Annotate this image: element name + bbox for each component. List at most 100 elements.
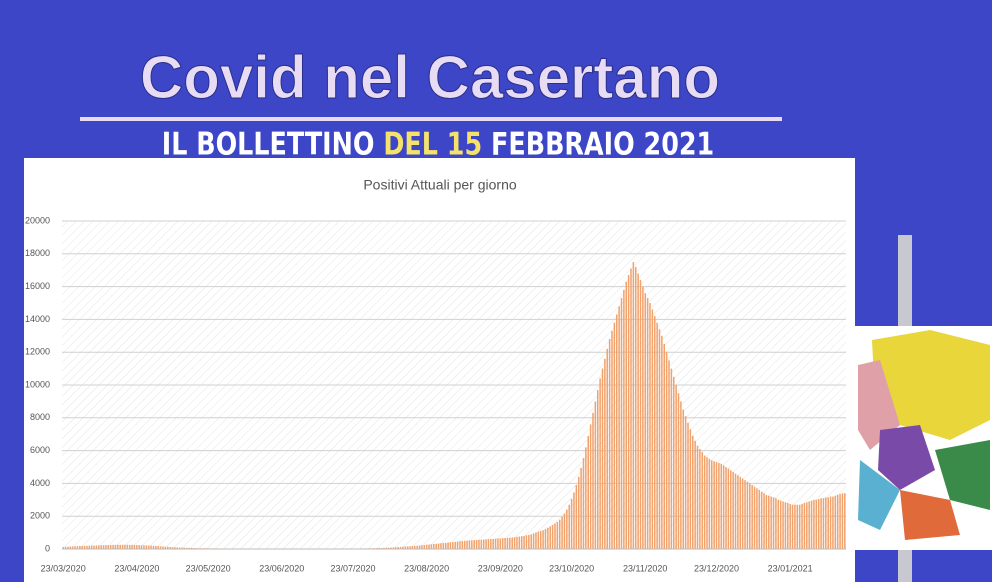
bar [532,533,535,549]
bar [670,368,673,549]
y-tick-label: 4000 [30,478,50,488]
bar [69,546,72,549]
bar [169,546,171,549]
bar [615,314,618,549]
bar [468,540,471,549]
bar [689,429,692,549]
bar [124,544,126,549]
bar [675,385,677,549]
bar [684,416,687,549]
bar [618,306,620,549]
bar [623,289,625,549]
bar [537,531,540,549]
bar [114,544,117,549]
bar [646,298,649,549]
bar [834,495,837,549]
bar [497,538,499,549]
bar [644,293,647,549]
bar [147,545,150,549]
bar [166,546,169,549]
bar [190,547,193,549]
bar [471,540,473,549]
bar [480,539,483,549]
bar [511,537,513,549]
bar [143,545,145,549]
bar [463,540,466,549]
bar [744,480,746,549]
y-tick-label: 16000 [25,281,50,291]
bar [832,496,834,549]
chart-title: Positivi Attuali per giorno [363,177,517,193]
bar [437,543,440,549]
y-tick-label: 0 [45,543,50,553]
bar [444,542,447,549]
bar [155,545,157,549]
x-tick-label: 23/05/2020 [186,563,231,573]
bar [727,468,730,549]
bar [447,542,449,549]
bar [428,544,430,549]
map-region [872,330,990,440]
bar [520,536,523,549]
bar [67,546,69,549]
bar [680,401,682,549]
x-tick-label: 23/10/2020 [549,563,594,573]
bar [653,316,656,549]
bar [756,488,758,549]
bar [542,530,544,549]
bar [454,541,456,549]
bar [808,501,810,549]
bar [62,547,64,549]
bar [128,544,131,549]
bar [701,452,704,549]
bar [760,491,763,549]
bar [682,409,685,549]
bar [145,545,148,549]
bar [383,547,385,549]
bar [791,504,794,549]
subtitle-part: IL BOLLETTINO [162,126,375,162]
bar [594,401,597,549]
bar [665,352,668,549]
bar [554,523,556,549]
bar [109,544,112,549]
bar [385,547,388,549]
bar [720,463,723,549]
bar [649,303,651,549]
plot: 0 2000 4000 6000 8000 10000 12000 14000 16000 180… [25,215,846,573]
bar [825,497,827,549]
bar [658,329,661,549]
bar [601,368,604,549]
bar [112,544,114,549]
bar [487,539,490,549]
bar [473,540,475,549]
bar [585,447,587,549]
bar [556,521,559,549]
bar [174,547,176,549]
bar [608,339,611,549]
x-tick-label: 23/06/2020 [259,563,304,573]
bar [765,494,768,549]
y-tick-label: 20000 [25,215,50,225]
bar [820,498,822,549]
bar [131,544,133,549]
bar [770,496,772,549]
bar [380,547,383,549]
bar [656,322,658,549]
bar [83,545,86,549]
bar [763,493,765,549]
bar [561,517,563,549]
bar [399,546,402,549]
bar [817,498,820,549]
bar [739,476,742,549]
bar [672,376,675,549]
bar [734,473,737,549]
bar [416,545,418,549]
x-tick-label: 23/07/2020 [331,563,376,573]
x-tick-label: 23/01/2021 [768,563,813,573]
bar [183,547,186,549]
bar [504,538,506,549]
bar [528,534,530,549]
bar [423,544,426,549]
bar [90,545,93,549]
